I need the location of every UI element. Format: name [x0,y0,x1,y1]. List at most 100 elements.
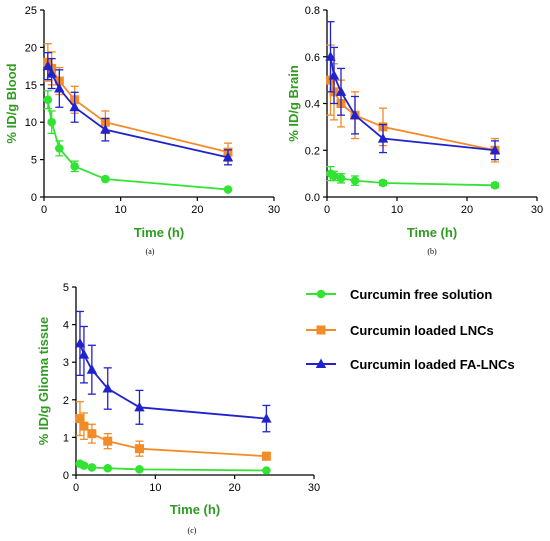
data-point [102,383,113,393]
data-point [86,364,98,374]
data-point [103,463,113,473]
series-free [43,90,233,194]
x-tick-label: 10 [115,204,127,216]
legend-label: Curcumin loaded LNCs [350,323,494,338]
data-point [222,151,234,162]
data-point [79,461,89,470]
panel-label: (b) [427,247,437,256]
data-point [47,117,56,127]
x-tick-label: 30 [531,204,543,216]
legend-marker [316,289,326,299]
data-point [87,429,97,439]
data-point [135,465,144,474]
x-tick-label: 0 [73,482,79,494]
data-point [489,144,501,155]
chart-panel-b: 0.0 0.2 0.4 0.6 0.8 0 10 20 30 Time (h) % ID/g Bra… [286,5,543,256]
legend-item-lnc: Curcumin loaded LNCs [306,323,494,338]
legend-marker [316,325,326,335]
data-point [261,413,272,423]
y-tick-label: 0.2 [305,145,320,157]
y-tick-label: 10 [25,117,37,129]
chart-panel-a: 0 5 10 15 20 25 0 10 20 30 Time (h) % ID/g Blood (a) [4,5,280,256]
data-point [328,69,340,80]
data-point [378,178,388,188]
series-fa [74,310,272,433]
data-point [75,414,85,424]
series-fa [325,21,501,161]
y-tick-label: 5 [31,155,37,167]
y-tick-label: 2 [63,395,69,407]
series-free [326,165,500,190]
x-axis-title: Time (h) [170,502,220,517]
y-tick-label: 0.6 [305,52,320,64]
y-tick-label: 15 [25,80,37,92]
x-tick-label: 20 [461,204,473,216]
x-tick-label: 0 [324,204,330,216]
y-tick-label: 3 [63,357,69,369]
x-axis-title: Time (h) [407,225,457,240]
data-point [78,349,90,359]
data-point [79,421,89,431]
y-tick-label: 25 [25,5,37,17]
data-point [101,174,110,184]
data-point [70,162,79,171]
x-tick-label: 10 [391,204,403,216]
data-point [223,185,233,194]
x-tick-label: 20 [191,204,203,216]
data-point [336,174,346,183]
data-point [87,463,97,472]
y-tick-label: 0.8 [305,5,320,17]
data-point [262,466,271,475]
y-tick-label: 1 [63,432,69,444]
y-tick-label: 0.4 [305,99,320,111]
x-tick-label: 10 [149,482,161,494]
data-point [261,451,271,461]
x-tick-label: 20 [229,482,241,494]
data-point [42,60,54,71]
data-point [329,171,339,181]
legend-label: Curcumin loaded FA-LNCs [350,357,515,372]
y-axis-title: % ID/g Blood [4,63,19,143]
series-lnc [326,44,500,163]
x-tick-label: 0 [41,204,47,216]
legend-marker [315,358,327,368]
y-tick-label: 0 [31,192,37,204]
data-point [55,144,64,153]
panel-label: (c) [188,526,197,535]
series-lnc [75,401,271,461]
panel-label: (a) [146,247,155,256]
data-point [74,337,86,348]
axes: 0 1 2 3 4 5 0 10 20 30 [63,282,320,494]
y-axis-title: % ID/g Glioma tissue [36,317,51,446]
x-tick-label: 30 [308,482,320,494]
y-axis-title: % ID/g Brain [286,65,301,142]
legend: Curcumin free solution Curcumin loaded LN… [306,287,515,372]
data-point [335,86,347,96]
axes: 0.0 0.2 0.4 0.6 0.8 0 10 20 30 [305,5,543,216]
data-point [43,95,53,105]
data-point [490,181,500,190]
data-point [46,68,57,78]
y-tick-label: 20 [25,42,37,54]
data-point [349,109,361,120]
data-point [377,133,389,143]
series-free [75,459,271,475]
x-axis-title: Time (h) [134,225,184,240]
y-tick-label: 4 [63,320,69,332]
data-point [100,124,111,134]
data-point [103,436,113,446]
data-point [350,176,360,185]
legend-label: Curcumin free solution [350,287,492,302]
axes: 0 5 10 15 20 25 0 10 20 30 [25,5,280,216]
data-point [54,83,65,93]
data-point [134,444,144,454]
legend-item-fa: Curcumin loaded FA-LNCs [306,357,515,372]
series-fa [42,51,234,166]
legend-item-free: Curcumin free solution [306,287,492,302]
y-tick-label: 5 [63,282,69,294]
chart-panel-c: 0 1 2 3 4 5 0 10 20 30 Time (h) % ID/g Glioma tissu… [36,282,320,535]
x-tick-label: 30 [268,204,280,216]
data-point [325,51,336,61]
data-point [69,101,80,112]
